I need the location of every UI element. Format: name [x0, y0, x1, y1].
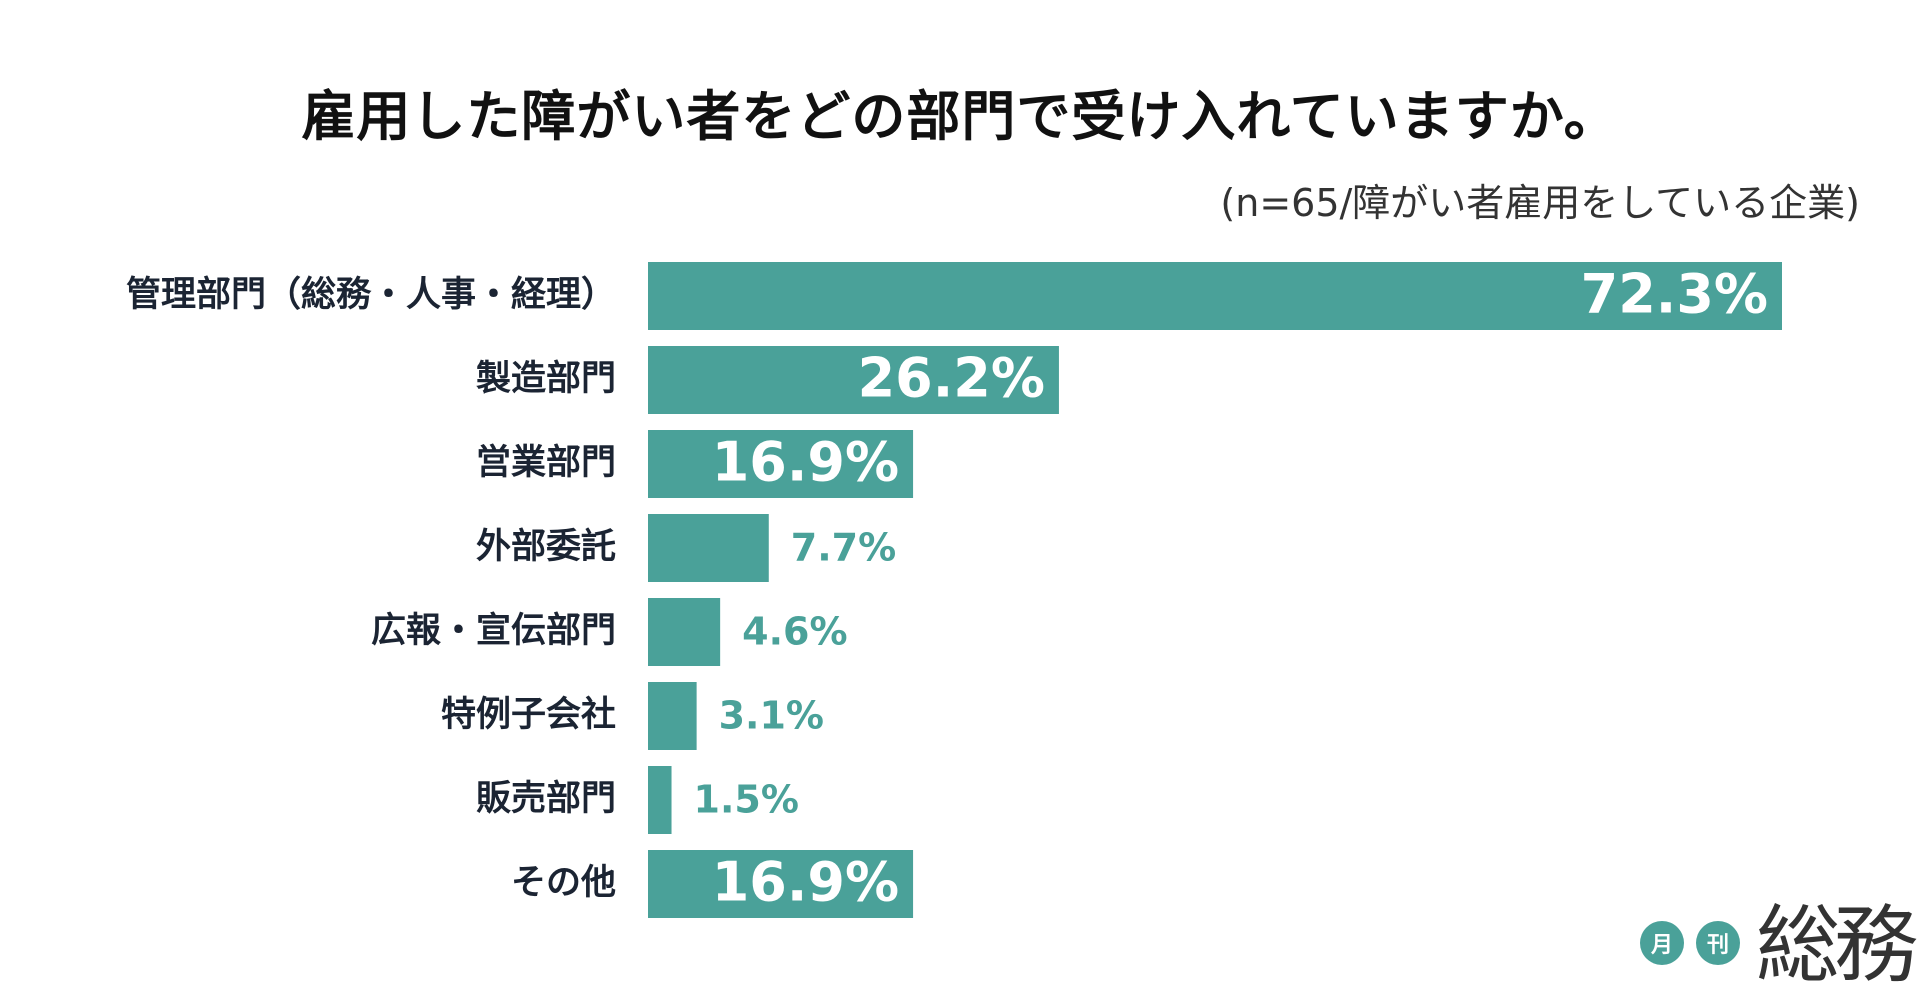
bar: [648, 850, 914, 918]
logo-badge-kan: 刊: [1696, 921, 1740, 965]
value-label: 3.1%: [719, 694, 824, 738]
bar: [648, 514, 769, 582]
bar: [648, 430, 914, 498]
value-label: 16.9%: [712, 851, 899, 914]
value-label: 1.5%: [694, 778, 799, 822]
bar: [648, 766, 672, 834]
category-label: 管理部門（総務・人事・経理）: [126, 275, 616, 315]
logo: 月 刊 総務: [1640, 888, 1918, 994]
value-label: 4.6%: [742, 610, 847, 654]
bar: [648, 682, 697, 750]
value-label: 7.7%: [791, 526, 896, 570]
chart-subtitle: (n=65/障がい者雇用をしている企業): [1220, 181, 1860, 225]
category-label: 外部委託: [476, 527, 616, 567]
value-label: 72.3%: [1581, 263, 1768, 326]
bar: [648, 598, 721, 666]
logo-badge-getsu: 月: [1640, 921, 1684, 965]
category-label: 製造部門: [476, 359, 616, 399]
logo-wordmark: 総務: [1756, 895, 1918, 994]
category-label: 販売部門: [476, 779, 616, 819]
category-label: 営業部門: [476, 443, 616, 483]
category-label: その他: [511, 863, 616, 903]
bar: [648, 262, 1782, 330]
value-label: 26.2%: [858, 347, 1045, 410]
value-label: 16.9%: [712, 431, 899, 494]
category-label: 特例子会社: [441, 695, 616, 735]
chart-title: 雇用した障がい者をどの部門で受け入れていますか。: [301, 85, 1619, 148]
bar: [648, 346, 1059, 414]
category-label: 広報・宣伝部門: [371, 611, 616, 651]
